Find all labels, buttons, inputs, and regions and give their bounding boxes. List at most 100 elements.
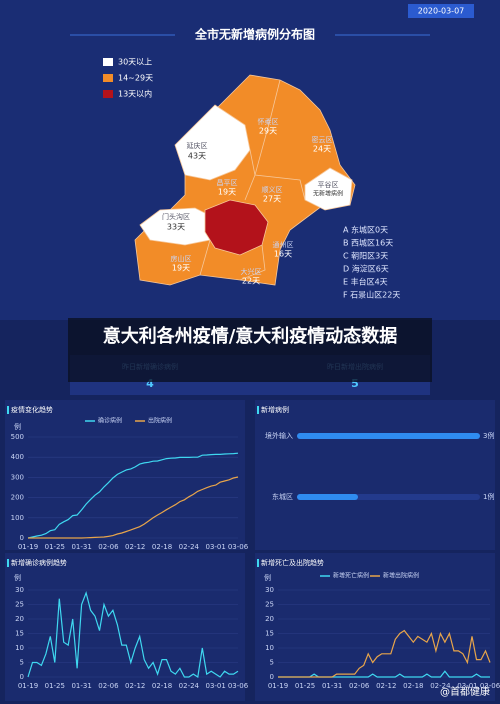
bar-value: 1例 — [483, 492, 494, 501]
stat-value: 4 — [146, 377, 154, 390]
core-item: C 朝阳区3天 — [343, 252, 388, 261]
legend-label: 新增死亡病例 — [333, 572, 369, 580]
legend-swatch — [103, 74, 113, 82]
bar-label: 境外输入 — [265, 431, 293, 440]
district-name: 延庆区 — [187, 141, 208, 150]
chart-title: 新增死亡及出院趋势 — [261, 558, 324, 567]
district-days: 19天 — [218, 188, 236, 197]
x-tick-label: 03-06 — [480, 682, 500, 690]
district-name: 昌平区 — [217, 179, 238, 187]
district-name: 房山区 — [171, 254, 192, 263]
y-tick-label: 15 — [265, 630, 274, 638]
x-tick-label: 03-01 — [205, 682, 225, 690]
chart-title: 新增病例 — [261, 405, 289, 414]
map-labels: 延庆区 43天 怀柔区 29天 密云区 24天 昌平区 19天 顺义区 27天 … — [162, 117, 343, 286]
y-tick-label: 0 — [20, 534, 24, 542]
y-tick-label: 0 — [20, 673, 24, 681]
map — [134, 74, 356, 286]
x-tick-label: 03-06 — [228, 682, 249, 690]
panel — [255, 400, 495, 550]
legend-label: 13天以内 — [118, 89, 152, 99]
y-axis-label: 例 — [14, 573, 21, 582]
district-name: 顺义区 — [262, 186, 283, 194]
y-tick-label: 10 — [15, 644, 24, 652]
y-tick-label: 200 — [11, 494, 24, 502]
legend-label: 新增出院病例 — [383, 572, 419, 580]
district-days: 19天 — [172, 264, 190, 273]
district — [174, 104, 251, 181]
district-days: 29天 — [259, 127, 277, 136]
stat-value: 5 — [351, 377, 359, 390]
district-name: 平谷区 — [318, 180, 339, 189]
district-days: 24天 — [313, 145, 331, 154]
district-days: 22天 — [242, 277, 260, 286]
y-tick-label: 0 — [270, 673, 274, 681]
title-marker — [7, 406, 9, 414]
district-name: 怀柔区 — [258, 117, 279, 126]
x-tick-label: 03-06 — [228, 543, 249, 551]
legend-label: 出院病例 — [148, 417, 172, 425]
district-days: 无新增病例 — [313, 190, 343, 198]
x-tick-label: 01-19 — [268, 682, 288, 690]
x-tick-label: 01-19 — [18, 682, 38, 690]
legend-swatch — [103, 90, 113, 98]
x-tick-label: 02-18 — [152, 543, 172, 551]
legend: 30天以上 14~29天 13天以内 — [103, 58, 153, 99]
core-item: A 东城区0天 — [343, 225, 388, 235]
x-tick-label: 01-31 — [71, 543, 91, 551]
series-line — [27, 590, 239, 679]
map-title: 全市无新增病例分布图 — [194, 27, 315, 42]
x-tick-label: 02-24 — [179, 682, 200, 690]
title-marker — [7, 559, 9, 567]
legend-label: 确诊病例 — [98, 417, 122, 425]
y-tick-label: 25 — [15, 601, 24, 609]
y-tick-label: 20 — [265, 615, 274, 623]
x-tick-label: 01-25 — [295, 682, 315, 690]
legend-label: 14~29天 — [118, 74, 153, 83]
y-tick-label: 5 — [20, 659, 24, 667]
district-name: 密云区 — [312, 135, 333, 144]
bar-value: 3例 — [483, 431, 494, 440]
y-tick-label: 5 — [270, 659, 274, 667]
core-item: B 西城区16天 — [343, 239, 393, 248]
bar — [297, 433, 480, 439]
x-tick-label: 01-25 — [45, 543, 65, 551]
date: 2020-03-07 — [418, 7, 465, 16]
series-line — [278, 670, 490, 678]
y-tick-label: 20 — [15, 615, 24, 623]
x-tick-label: 02-06 — [349, 682, 370, 690]
x-tick-label: 01-25 — [45, 682, 65, 690]
border — [199, 239, 211, 276]
x-tick-label: 01-31 — [71, 682, 91, 690]
x-tick-label: 01-31 — [322, 682, 342, 690]
y-tick-label: 500 — [11, 433, 24, 441]
chart-title: 新增确诊病例趋势 — [11, 558, 67, 567]
y-tick-label: 30 — [15, 586, 24, 594]
panel — [5, 553, 245, 701]
x-tick-label: 02-24 — [179, 543, 200, 551]
x-tick-label: 02-06 — [98, 543, 119, 551]
district-name: 门头沟区 — [162, 212, 190, 221]
x-tick-label: 02-24 — [430, 682, 451, 690]
y-tick-label: 30 — [265, 586, 274, 594]
core-list: A 东城区0天 B 西城区16天 C 朝阳区3天 D 海淀区6天 E 丰台区4天 F 石景… — [343, 225, 400, 300]
series-line — [278, 629, 491, 678]
y-axis-label: 例 — [264, 573, 271, 582]
bar-label: 东城区 — [272, 492, 293, 501]
title-marker — [257, 406, 259, 414]
watermark: @首都健康 — [440, 685, 490, 698]
x-tick-label: 03-01 — [457, 682, 477, 690]
district-days: 27天 — [263, 195, 281, 204]
x-tick-label: 02-12 — [376, 682, 396, 690]
series-line — [27, 452, 239, 539]
caption: 意大利各州疫情/意大利疫情动态数据 — [68, 318, 432, 382]
district-days: 16天 — [274, 250, 292, 259]
y-axis-label: 例 — [14, 422, 21, 431]
y-tick-label: 100 — [11, 514, 24, 522]
title-marker — [257, 559, 259, 567]
x-tick-label: 01-19 — [18, 543, 38, 551]
district-name: 通州区 — [273, 240, 294, 249]
core-item: F 石景山区22天 — [343, 290, 400, 300]
y-tick-label: 15 — [15, 630, 24, 638]
